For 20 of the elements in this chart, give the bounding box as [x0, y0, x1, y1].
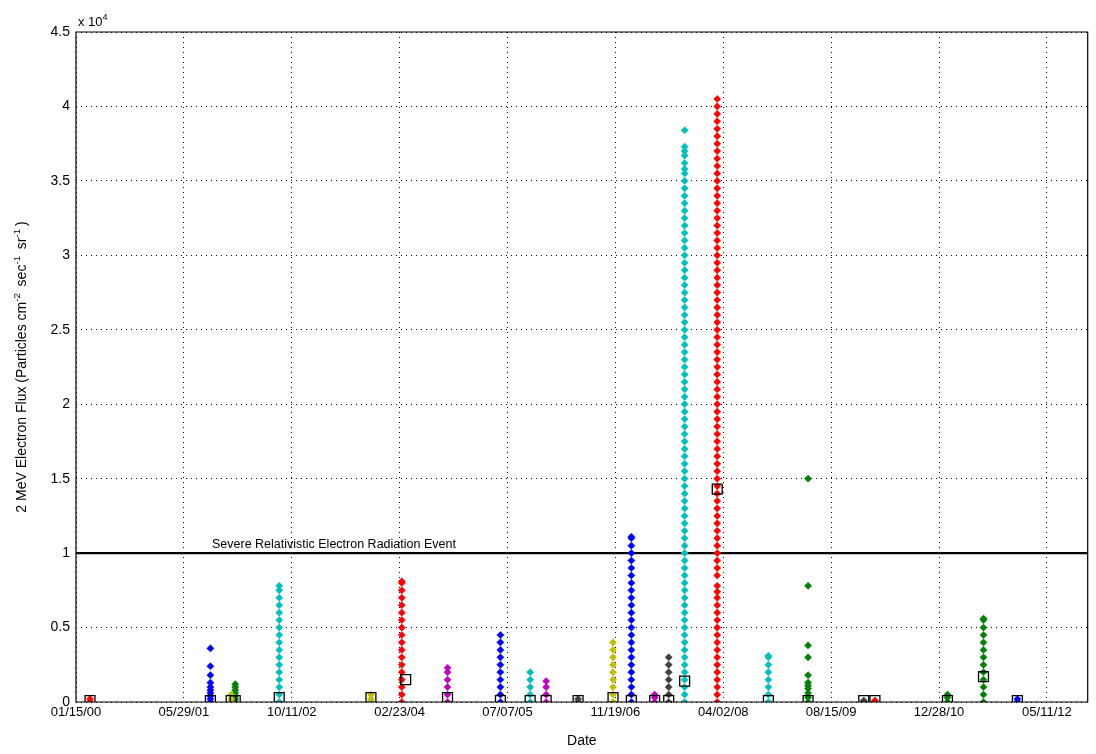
y-tick-label: 4 — [62, 97, 71, 114]
y-tick-label: 2 — [62, 395, 71, 412]
x-tick-label: 05/11/12 — [1022, 704, 1072, 720]
x-tick-label: 02/23/04 — [374, 704, 425, 720]
y-tick-label: 3.5 — [50, 171, 71, 188]
y-tick-label: 4.5 — [50, 22, 71, 39]
ref-line-label: Severe Relativistic Electron Radiation Event — [212, 537, 457, 552]
x-tick-label: 08/15/09 — [805, 704, 857, 720]
x-tick-label: 11/19/06 — [590, 704, 641, 720]
x-tick-label: 04/02/08 — [697, 704, 749, 720]
x-tick-label: 05/29/01 — [158, 704, 210, 720]
x-axis-title: Date — [567, 732, 597, 749]
y-tick-label: 3 — [62, 246, 71, 263]
x-tick-label: 12/28/10 — [913, 704, 965, 720]
y-tick-label: 0.5 — [50, 618, 71, 635]
y-tick-label: 2.5 — [50, 320, 71, 337]
y-tick-label: 1.5 — [50, 469, 71, 486]
y-tick-label: 1 — [62, 543, 71, 560]
x-tick-label: 10/11/02 — [266, 704, 317, 720]
x-tick-label: 07/07/05 — [482, 704, 533, 720]
